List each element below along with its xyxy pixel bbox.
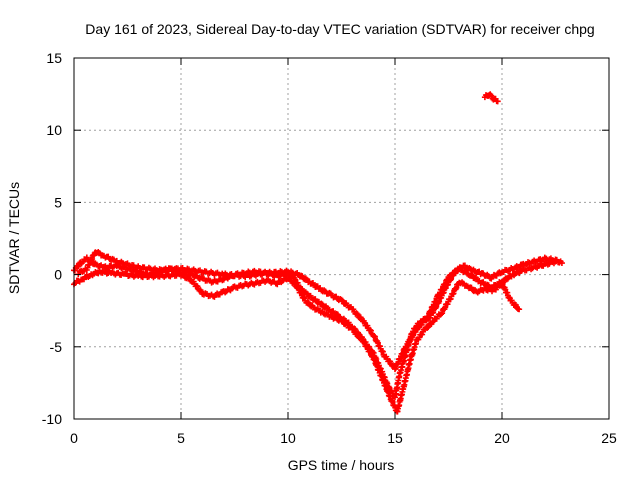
data-point [558,260,565,267]
data-point [367,348,374,355]
x-tick-label: 5 [177,430,185,446]
y-axis-label: SDTVAR / TECUs [6,182,22,294]
data-point [194,283,201,290]
data-point [354,331,361,338]
data-point [419,331,426,338]
data-point [353,310,360,317]
data-point [291,280,298,287]
x-tick-label: 25 [601,430,617,446]
data-point [361,340,368,347]
x-tick-label: 10 [280,430,296,446]
data-point [488,92,495,99]
data-point [318,300,325,307]
data-point [425,324,432,331]
data-point [290,279,297,286]
chart-title: Day 161 of 2023, Sidereal Day-to-day VTE… [85,21,594,37]
data-point [447,273,454,280]
data-point [516,306,523,313]
y-tick-label: 10 [46,122,62,138]
series-track-c [75,248,559,373]
data-point [387,358,394,365]
data-point [405,338,412,345]
data-point [75,263,82,270]
x-tick-label: 20 [494,430,510,446]
data-point [512,302,519,309]
plot-frame [73,57,610,420]
data-point [353,330,360,337]
data-point [369,353,376,360]
y-tick-label: -5 [50,339,63,355]
x-tick-label: 15 [387,430,403,446]
data-point [438,311,445,318]
data-point [410,332,417,339]
x-axis: 0 5 10 15 20 25 [70,58,617,446]
data-point [429,319,436,326]
data-point [415,324,422,331]
data-point [367,327,374,334]
y-axis: -10 -5 0 5 10 15 [42,50,609,427]
y-tick-label: 5 [54,194,62,210]
series-track-b [71,267,523,415]
data-point [354,311,361,318]
data-point [468,271,475,278]
data-point [552,258,559,265]
y-tick-label: 15 [46,50,62,66]
data-point [423,317,430,324]
grid [74,58,609,419]
data-point [424,324,431,331]
data-point [494,98,501,105]
data-point [406,338,413,345]
x-tick-label: 0 [70,430,78,446]
series-track-d [481,91,501,105]
y-tick-label: -10 [42,411,62,427]
x-axis-label: GPS time / hours [288,457,395,473]
y-tick-label: 0 [54,267,62,283]
data-point [338,296,345,303]
data-point [338,317,345,324]
data-layer [71,91,565,415]
